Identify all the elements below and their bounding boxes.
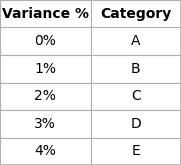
Bar: [90, 82, 181, 110]
Bar: [0, 28, 90, 55]
Text: D: D: [130, 117, 141, 131]
Text: Variance %: Variance %: [2, 7, 89, 21]
Bar: [90, 55, 181, 82]
Text: E: E: [131, 144, 140, 158]
Bar: [0, 110, 90, 137]
Text: 2%: 2%: [34, 89, 56, 103]
Text: B: B: [131, 62, 141, 76]
Bar: [0, 55, 90, 82]
Bar: [90, 28, 181, 55]
Bar: [0, 137, 90, 165]
Text: A: A: [131, 34, 140, 48]
Text: 0%: 0%: [34, 34, 56, 48]
Bar: [0, 82, 90, 110]
Text: 3%: 3%: [34, 117, 56, 131]
Text: C: C: [131, 89, 141, 103]
Bar: [90, 110, 181, 137]
Text: 4%: 4%: [34, 144, 56, 158]
Bar: [90, 137, 181, 165]
Bar: [90, 0, 181, 28]
Text: 1%: 1%: [34, 62, 56, 76]
Bar: [0, 0, 90, 28]
Text: Category: Category: [100, 7, 171, 21]
